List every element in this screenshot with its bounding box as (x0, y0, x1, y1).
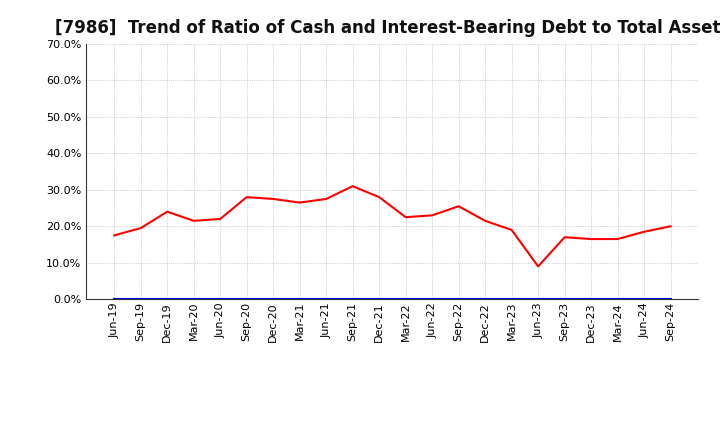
Interest-Bearing Debt (189, 297, 198, 302)
Cash (508, 227, 516, 233)
Cash (666, 224, 675, 229)
Interest-Bearing Debt (243, 297, 251, 302)
Interest-Bearing Debt (216, 297, 225, 302)
Cash (189, 218, 198, 224)
Cash (375, 194, 384, 200)
Legend: Cash, Interest-Bearing Debt: Cash, Interest-Bearing Debt (258, 438, 527, 440)
Interest-Bearing Debt (269, 297, 277, 302)
Cash (269, 196, 277, 202)
Cash (322, 196, 330, 202)
Cash (428, 213, 436, 218)
Interest-Bearing Debt (163, 297, 171, 302)
Interest-Bearing Debt (640, 297, 649, 302)
Interest-Bearing Debt (534, 297, 542, 302)
Interest-Bearing Debt (613, 297, 622, 302)
Cash (640, 229, 649, 235)
Interest-Bearing Debt (508, 297, 516, 302)
Interest-Bearing Debt (454, 297, 463, 302)
Cash (136, 225, 145, 231)
Cash (110, 233, 119, 238)
Interest-Bearing Debt (560, 297, 569, 302)
Interest-Bearing Debt (375, 297, 384, 302)
Interest-Bearing Debt (401, 297, 410, 302)
Cash (587, 236, 595, 242)
Interest-Bearing Debt (136, 297, 145, 302)
Cash (295, 200, 304, 205)
Cash (401, 215, 410, 220)
Cash (216, 216, 225, 222)
Cash (481, 218, 490, 224)
Cash (534, 264, 542, 269)
Cash (560, 235, 569, 240)
Cash (454, 204, 463, 209)
Cash (163, 209, 171, 214)
Cash (243, 194, 251, 200)
Interest-Bearing Debt (110, 297, 119, 302)
Cash (348, 183, 357, 189)
Interest-Bearing Debt (428, 297, 436, 302)
Interest-Bearing Debt (587, 297, 595, 302)
Interest-Bearing Debt (295, 297, 304, 302)
Interest-Bearing Debt (666, 297, 675, 302)
Interest-Bearing Debt (481, 297, 490, 302)
Cash (613, 236, 622, 242)
Interest-Bearing Debt (348, 297, 357, 302)
Title: [7986]  Trend of Ratio of Cash and Interest-Bearing Debt to Total Assets: [7986] Trend of Ratio of Cash and Intere… (55, 19, 720, 37)
Line: Cash: Cash (114, 186, 670, 266)
Interest-Bearing Debt (322, 297, 330, 302)
